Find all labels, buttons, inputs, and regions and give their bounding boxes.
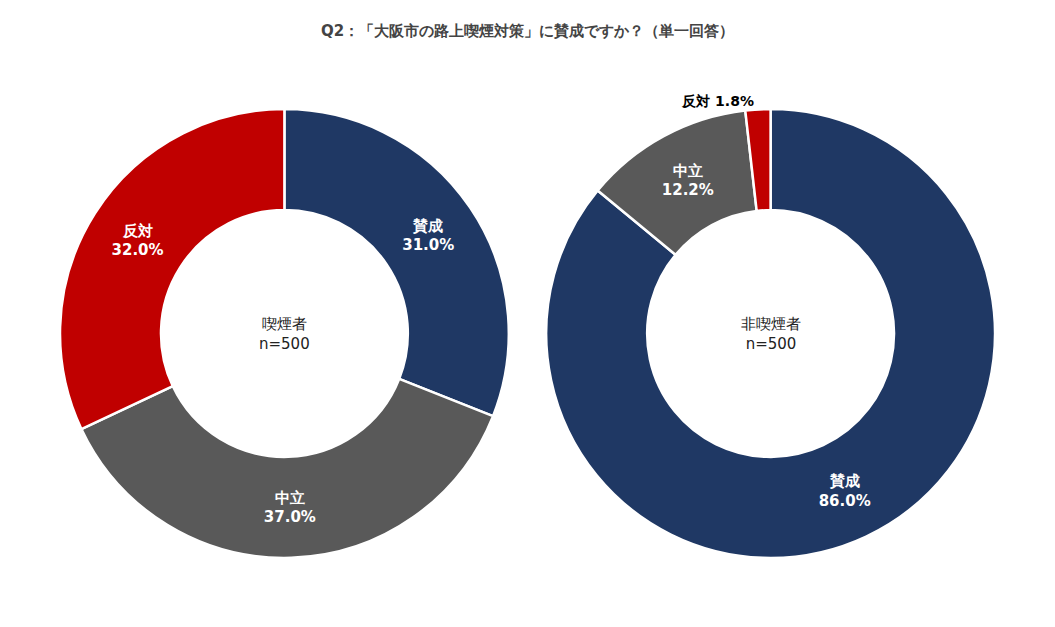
svg-text:Q2：「大阪市の路上喫煙対策」に賛成ですか？（単一回答）: Q2：「大阪市の路上喫煙対策」に賛成ですか？（単一回答） — [321, 22, 734, 40]
svg-text:反対32.0%: 反対32.0% — [112, 222, 164, 260]
svg-text:非喫煙者n=500: 非喫煙者n=500 — [741, 315, 801, 353]
svg-text:中立12.2%: 中立12.2% — [662, 162, 714, 200]
svg-text:反対 1.8%: 反対 1.8% — [681, 93, 754, 109]
svg-text:喫煙者n=500: 喫煙者n=500 — [259, 315, 310, 353]
svg-text:中立37.0%: 中立37.0% — [264, 489, 316, 527]
svg-text:賛成86.0%: 賛成86.0% — [819, 472, 871, 510]
svg-text:賛成31.0%: 賛成31.0% — [402, 217, 454, 255]
